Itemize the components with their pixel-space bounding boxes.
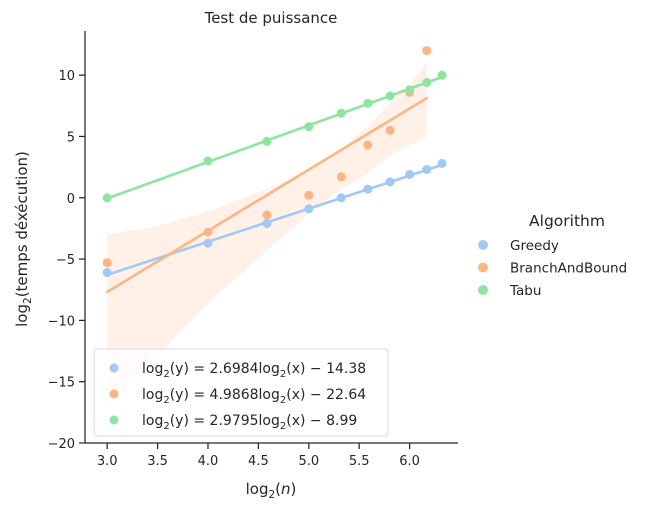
inner-legend-equation-greedy: log2(y) = 2.6984log2(x) − 14.38 — [142, 361, 366, 380]
tabu-point — [262, 136, 272, 146]
x-axis-title-n: n — [281, 480, 291, 498]
x-tick-label: 6.0 — [399, 454, 420, 469]
x-axis-title-arg: ( — [275, 480, 281, 498]
inner-legend-equation-tabu: log2(y) = 2.9795log2(x) − 8.99 — [142, 413, 357, 432]
greedy-point — [304, 204, 314, 214]
equation-part: 2 — [163, 395, 169, 406]
tabu-point — [422, 78, 432, 87]
tabu-point — [363, 98, 373, 108]
inner-legend-marker-greedy — [109, 363, 119, 373]
equation-part: log — [142, 387, 163, 403]
greedy-point — [422, 165, 432, 175]
greedy-point — [363, 184, 373, 194]
y-tick-label: −10 — [48, 314, 75, 329]
x-tick-label: 5.0 — [298, 454, 319, 469]
y-axis-title-rest: (temps déxécution) — [13, 151, 31, 297]
tabu-point — [102, 193, 112, 203]
greedy-point — [385, 177, 395, 187]
branchandbound-point — [262, 210, 272, 220]
branchandbound-point — [102, 258, 112, 268]
equation-part: (y) = 4.9868log — [170, 387, 280, 403]
legend-label-branchandbound: BranchAndBound — [510, 261, 627, 277]
equation-part: (y) = 2.9795log — [170, 413, 280, 429]
x-tick-label: 3.0 — [97, 454, 118, 469]
branchandbound-point — [304, 190, 314, 200]
y-axis-title-subscript: 2 — [22, 297, 34, 304]
y-ticks: −20 −15 −10 −5 0 5 10 — [48, 69, 85, 452]
y-tick-label: 10 — [58, 69, 75, 84]
legend-marker-greedy — [478, 240, 488, 250]
branchandbound-point — [422, 46, 432, 56]
x-tick-label: 4.5 — [248, 454, 269, 469]
equation-part: 2 — [280, 395, 286, 406]
equation-part: 2 — [280, 421, 286, 432]
branchandbound-confidence-band — [107, 62, 427, 404]
branchandbound-point — [363, 140, 373, 150]
equation-part: 2 — [163, 369, 169, 380]
equation-part: (x) − 14.38 — [286, 361, 366, 377]
x-axis-title-subscript: 2 — [268, 489, 275, 501]
x-axis-title-close: ) — [291, 480, 297, 498]
inner-legend-marker-branchandbound — [109, 389, 119, 399]
legend-title: Algorithm — [529, 212, 605, 230]
equation-part: (x) − 22.64 — [286, 387, 366, 403]
tabu-point — [304, 122, 314, 132]
legend-marker-branchandbound — [478, 262, 488, 273]
tabu-point — [203, 156, 213, 166]
greedy-point — [262, 219, 272, 229]
chart-title: Test de puissance — [204, 9, 338, 27]
x-ticks: 3.0 3.5 4.0 4.5 5.0 5.5 6.0 — [97, 443, 420, 469]
equation-part: 2 — [280, 369, 286, 380]
branchandbound-point — [336, 172, 346, 182]
equation-part: 2 — [163, 421, 169, 432]
equation-part: (y) = 2.6984log — [170, 361, 280, 377]
legend: Algorithm Greedy BranchAndBound Tabu — [478, 212, 627, 299]
greedy-point — [405, 169, 415, 179]
tabu-point — [405, 85, 415, 95]
greedy-point — [336, 193, 346, 203]
tabu-point — [437, 70, 447, 80]
tabu-point — [336, 108, 346, 118]
y-tick-label: −20 — [48, 437, 75, 452]
equation-part: log — [142, 413, 163, 429]
data-points — [102, 46, 447, 278]
confidence-bands — [107, 62, 427, 404]
inner-legend-marker-tabu — [109, 415, 119, 425]
branchandbound-point — [203, 227, 213, 237]
greedy-point — [437, 158, 447, 168]
legend-label-greedy: Greedy — [510, 238, 559, 254]
branchandbound-fit-line — [105, 96, 429, 294]
branchandbound-point — [385, 125, 395, 135]
inner-legend-frame — [93, 348, 389, 437]
tabu-point — [385, 91, 395, 101]
y-axis-title: log2(temps déxécution) — [13, 151, 34, 327]
y-tick-label: 5 — [67, 130, 75, 145]
x-tick-label: 4.0 — [198, 454, 219, 469]
x-tick-label: 5.5 — [349, 454, 370, 469]
y-tick-label: −5 — [56, 253, 75, 268]
inner-legend-equation-branchandbound: log2(y) = 4.9868log2(x) − 22.64 — [142, 387, 366, 406]
legend-label-tabu: Tabu — [509, 283, 541, 299]
greedy-point — [203, 238, 213, 248]
greedy-point — [102, 268, 112, 278]
legend-marker-tabu — [478, 285, 488, 295]
x-axis-title: log2(n) — [246, 480, 297, 501]
equation-part: log — [142, 361, 163, 377]
y-tick-label: 0 — [67, 192, 75, 207]
x-tick-label: 3.5 — [147, 454, 168, 469]
equation-part: (x) − 8.99 — [286, 413, 357, 429]
y-tick-label: −15 — [48, 376, 75, 391]
